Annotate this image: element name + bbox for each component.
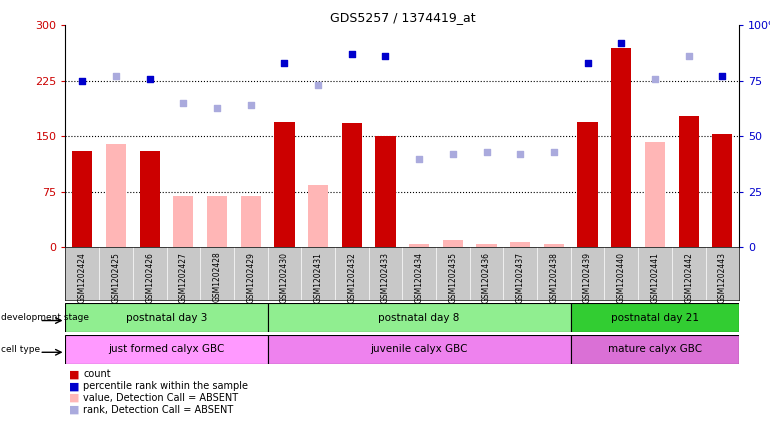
Text: GSM1202438: GSM1202438 — [550, 252, 558, 302]
Text: GSM1202425: GSM1202425 — [112, 252, 120, 302]
Point — [514, 151, 527, 158]
Text: GSM1202430: GSM1202430 — [280, 252, 289, 303]
Bar — [544, 244, 564, 247]
Point — [581, 60, 594, 66]
Text: GSM1202431: GSM1202431 — [313, 252, 323, 302]
Text: postnatal day 21: postnatal day 21 — [611, 313, 699, 323]
Bar — [274, 122, 294, 247]
Bar — [65, 303, 267, 332]
Point — [480, 148, 493, 155]
Bar — [72, 151, 92, 247]
Point — [177, 100, 189, 107]
Bar — [611, 48, 631, 247]
Text: postnatal day 3: postnatal day 3 — [126, 313, 207, 323]
Bar — [65, 335, 267, 364]
Point — [716, 73, 728, 80]
Bar — [139, 151, 159, 247]
Bar — [571, 335, 739, 364]
Bar — [267, 335, 571, 364]
Text: ■: ■ — [69, 393, 80, 403]
Text: GSM1202433: GSM1202433 — [381, 252, 390, 303]
Text: GSM1202437: GSM1202437 — [516, 252, 524, 303]
Text: GSM1202440: GSM1202440 — [617, 252, 626, 303]
Point — [143, 75, 156, 82]
Bar — [240, 196, 261, 247]
Text: mature calyx GBC: mature calyx GBC — [608, 344, 702, 354]
Point — [649, 75, 661, 82]
Point — [413, 155, 425, 162]
Bar — [712, 134, 732, 247]
Bar — [207, 196, 227, 247]
Text: GSM1202429: GSM1202429 — [246, 252, 255, 302]
Bar — [409, 244, 429, 247]
Bar — [173, 196, 193, 247]
Bar — [477, 244, 497, 247]
Bar — [678, 116, 699, 247]
Text: GSM1202424: GSM1202424 — [78, 252, 87, 302]
Text: postnatal day 8: postnatal day 8 — [379, 313, 460, 323]
Point — [682, 53, 695, 60]
Point — [312, 82, 324, 89]
Point — [346, 51, 358, 58]
Text: GSM1202435: GSM1202435 — [448, 252, 457, 303]
Text: count: count — [83, 369, 111, 379]
Text: value, Detection Call = ABSENT: value, Detection Call = ABSENT — [83, 393, 238, 403]
Point — [245, 102, 257, 109]
Point — [278, 60, 290, 66]
Text: ■: ■ — [69, 405, 80, 415]
Text: GSM1202439: GSM1202439 — [583, 252, 592, 303]
Bar — [375, 137, 396, 247]
Bar — [510, 242, 531, 247]
Point — [76, 77, 89, 84]
Text: GSM1202436: GSM1202436 — [482, 252, 491, 303]
Bar — [443, 240, 463, 247]
Bar — [644, 142, 665, 247]
Point — [380, 53, 392, 60]
Text: GSM1202428: GSM1202428 — [213, 252, 222, 302]
Bar — [267, 303, 571, 332]
Text: just formed calyx GBC: just formed calyx GBC — [109, 344, 225, 354]
Text: GSM1202427: GSM1202427 — [179, 252, 188, 302]
Text: ■: ■ — [69, 381, 80, 391]
Point — [211, 104, 223, 111]
Point — [615, 40, 628, 47]
Bar — [571, 303, 739, 332]
Text: juvenile calyx GBC: juvenile calyx GBC — [370, 344, 468, 354]
Text: development stage: development stage — [1, 313, 89, 322]
Text: percentile rank within the sample: percentile rank within the sample — [83, 381, 248, 391]
Point — [447, 151, 459, 158]
Text: GSM1202441: GSM1202441 — [651, 252, 659, 302]
Title: GDS5257 / 1374419_at: GDS5257 / 1374419_at — [330, 11, 475, 24]
Text: GSM1202443: GSM1202443 — [718, 252, 727, 303]
Point — [110, 73, 122, 80]
Point — [547, 148, 560, 155]
Text: GSM1202432: GSM1202432 — [347, 252, 357, 302]
Bar — [578, 122, 598, 247]
Bar — [342, 123, 362, 247]
Text: GSM1202434: GSM1202434 — [415, 252, 424, 303]
Text: GSM1202426: GSM1202426 — [146, 252, 154, 302]
Bar — [106, 144, 126, 247]
Text: rank, Detection Call = ABSENT: rank, Detection Call = ABSENT — [83, 405, 233, 415]
Text: ■: ■ — [69, 369, 80, 379]
Text: GSM1202442: GSM1202442 — [685, 252, 693, 302]
Text: cell type: cell type — [1, 345, 40, 354]
Bar — [308, 184, 328, 247]
